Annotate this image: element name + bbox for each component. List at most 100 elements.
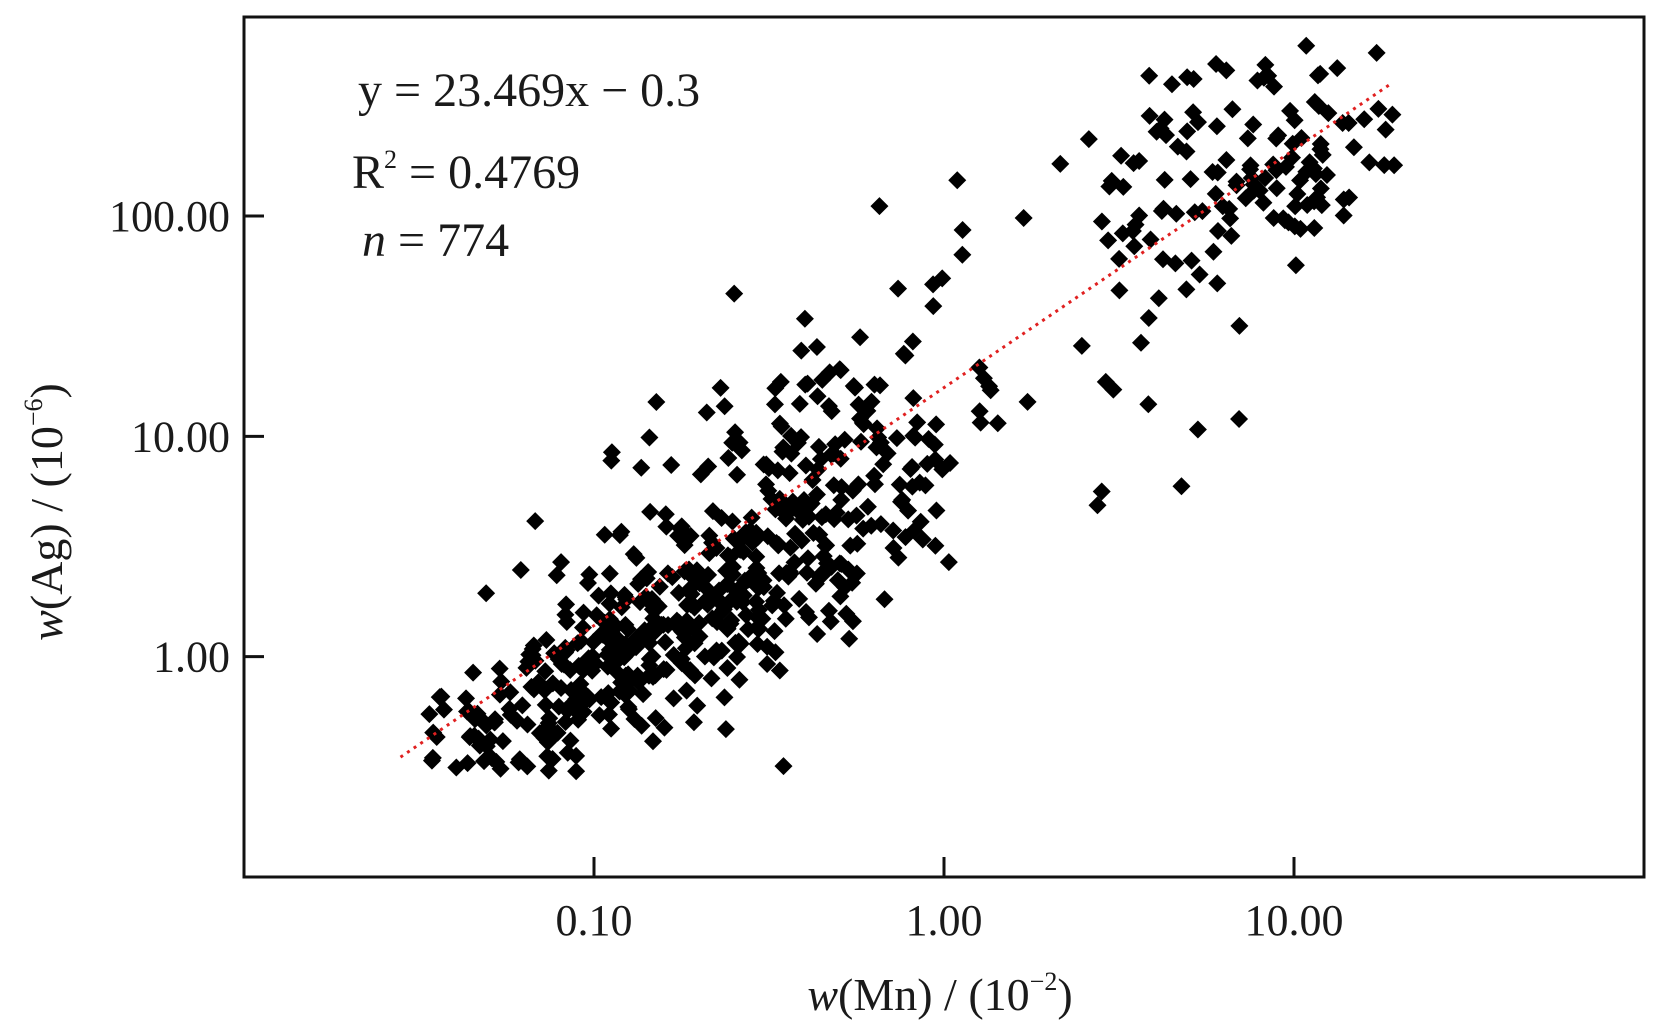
- data-point: [712, 641, 731, 660]
- data-point: [1291, 171, 1310, 190]
- data-point: [500, 699, 519, 718]
- data-point: [766, 643, 785, 662]
- data-point: [733, 593, 752, 612]
- data-point: [743, 533, 762, 552]
- data-point: [826, 435, 845, 454]
- data-point: [970, 358, 989, 377]
- data-point: [1244, 115, 1263, 134]
- data-point: [540, 709, 559, 728]
- data-point: [1238, 129, 1257, 148]
- data-point: [1157, 126, 1176, 145]
- data-point: [658, 564, 677, 583]
- data-point: [904, 389, 923, 408]
- data-point: [1207, 54, 1226, 73]
- data-point: [1208, 221, 1227, 240]
- data-point: [832, 478, 851, 497]
- data-point: [1339, 114, 1358, 133]
- data-point: [1178, 68, 1197, 87]
- data-point: [543, 674, 562, 693]
- data-point: [776, 609, 795, 628]
- data-point: [1079, 130, 1098, 149]
- data-point: [432, 687, 451, 706]
- data-point: [725, 284, 744, 303]
- y-tick-label: 10.00: [131, 412, 230, 461]
- data-point: [1110, 281, 1129, 300]
- data-point: [769, 535, 788, 554]
- data-point: [1125, 237, 1144, 256]
- data-point: [1312, 196, 1331, 215]
- data-point: [1385, 156, 1404, 175]
- data-point: [1092, 212, 1111, 231]
- data-point: [1204, 242, 1223, 261]
- data-point: [790, 589, 809, 608]
- data-point: [913, 530, 932, 549]
- data-point: [607, 647, 626, 666]
- data-point: [1306, 165, 1325, 184]
- data-point: [690, 574, 709, 593]
- data-point: [718, 546, 737, 565]
- data-point: [702, 669, 721, 688]
- data-point: [1217, 150, 1236, 169]
- data-point: [1072, 336, 1091, 355]
- x-axis-title: w(Mn) / (10−2): [807, 967, 1072, 1020]
- data-point: [569, 656, 588, 675]
- data-point: [596, 621, 615, 640]
- data-point: [1190, 265, 1209, 284]
- data-point: [808, 624, 827, 643]
- data-point: [574, 702, 593, 721]
- data-point: [602, 693, 621, 712]
- data-point: [862, 392, 881, 411]
- data-point: [1166, 254, 1185, 273]
- data-point: [953, 245, 972, 264]
- data-point: [941, 453, 960, 472]
- data-point: [1182, 251, 1201, 270]
- data-point: [1334, 206, 1353, 225]
- data-point: [447, 758, 466, 777]
- data-point: [765, 395, 784, 414]
- x-axis-close: ): [1057, 969, 1072, 1020]
- data-point: [848, 534, 867, 553]
- data-point: [1177, 280, 1196, 299]
- data-point: [890, 475, 909, 494]
- data-point: [672, 650, 691, 669]
- data-point: [1344, 138, 1363, 157]
- data-point: [1131, 333, 1150, 352]
- data-point: [722, 611, 741, 630]
- data-point: [844, 377, 863, 396]
- data-point: [547, 566, 566, 585]
- data-point: [726, 423, 745, 442]
- data-point: [556, 713, 575, 732]
- data-point: [793, 510, 812, 529]
- data-points: [420, 36, 1404, 781]
- data-point: [939, 553, 958, 572]
- data-point: [600, 564, 619, 583]
- data-point: [775, 596, 794, 615]
- data-point: [918, 454, 937, 473]
- y-axis-title: w(Ag) / (10−6): [19, 383, 72, 641]
- data-point: [573, 618, 592, 637]
- data-point: [1188, 420, 1207, 439]
- data-point: [774, 757, 793, 776]
- data-point: [853, 413, 872, 432]
- data-point: [730, 670, 749, 689]
- data-point: [1014, 208, 1033, 227]
- data-point: [777, 509, 796, 528]
- data-point: [715, 597, 734, 616]
- data-point: [797, 563, 816, 582]
- data-point: [567, 746, 586, 765]
- data-point: [1269, 126, 1288, 145]
- data-point: [681, 595, 700, 614]
- data-point: [716, 720, 735, 739]
- data-point: [464, 663, 483, 682]
- data-point: [788, 501, 807, 520]
- data-point: [697, 403, 716, 422]
- data-point: [820, 363, 839, 382]
- n-value: = 774: [386, 214, 509, 267]
- data-point: [475, 752, 494, 771]
- x-tick-label: 10.00: [1245, 896, 1344, 945]
- data-point: [1241, 156, 1260, 175]
- data-point: [656, 505, 675, 524]
- data-point: [1112, 146, 1131, 165]
- data-point: [970, 402, 989, 421]
- data-point: [875, 590, 894, 609]
